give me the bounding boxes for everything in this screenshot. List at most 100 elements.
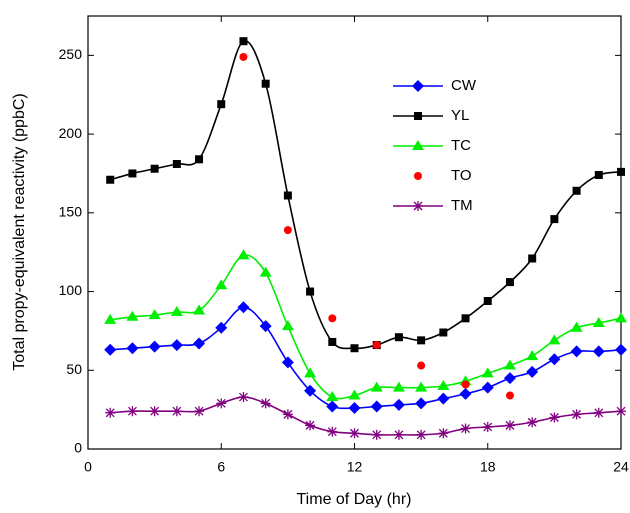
marker bbox=[193, 304, 206, 315]
marker bbox=[394, 333, 403, 342]
x-tick-label: 6 bbox=[217, 459, 225, 475]
marker bbox=[349, 428, 360, 439]
marker-stroke bbox=[327, 427, 337, 437]
plot-frame bbox=[87, 15, 622, 450]
marker bbox=[481, 381, 494, 394]
marker-stroke bbox=[505, 420, 515, 430]
marker bbox=[237, 249, 250, 260]
marker bbox=[416, 429, 427, 440]
marker bbox=[327, 426, 338, 437]
marker bbox=[106, 175, 115, 184]
marker bbox=[371, 429, 382, 440]
marker bbox=[328, 314, 337, 323]
marker bbox=[570, 345, 583, 358]
marker bbox=[594, 171, 603, 180]
marker-stroke bbox=[305, 420, 315, 430]
marker bbox=[412, 140, 424, 150]
marker bbox=[305, 420, 316, 431]
marker-stroke bbox=[350, 428, 359, 438]
marker bbox=[194, 406, 205, 417]
marker-stroke bbox=[594, 408, 604, 418]
marker bbox=[238, 392, 249, 403]
marker bbox=[549, 412, 560, 423]
marker bbox=[503, 372, 516, 385]
legend-text: TC bbox=[451, 137, 471, 154]
marker bbox=[482, 421, 493, 432]
marker-stroke bbox=[394, 430, 404, 440]
marker bbox=[172, 160, 181, 169]
marker bbox=[259, 266, 272, 277]
marker bbox=[237, 301, 250, 314]
marker bbox=[414, 112, 422, 120]
x-axis-title: Time of Day (hr) bbox=[297, 491, 412, 508]
marker bbox=[526, 365, 539, 378]
marker bbox=[483, 296, 492, 305]
legend-text: YL bbox=[451, 107, 469, 124]
marker bbox=[260, 398, 271, 409]
marker bbox=[393, 429, 404, 440]
marker bbox=[304, 384, 317, 397]
marker bbox=[550, 215, 559, 224]
marker bbox=[415, 381, 428, 392]
series-line bbox=[110, 306, 622, 410]
marker bbox=[571, 409, 582, 420]
y-tick-label: 250 bbox=[59, 46, 83, 62]
marker-stroke bbox=[461, 424, 471, 433]
marker bbox=[348, 402, 361, 415]
marker bbox=[437, 380, 450, 391]
y-tick-label: 50 bbox=[66, 361, 82, 377]
marker bbox=[216, 398, 227, 409]
marker bbox=[215, 279, 228, 290]
marker bbox=[592, 317, 605, 328]
marker bbox=[417, 361, 426, 370]
marker bbox=[350, 344, 359, 353]
marker bbox=[150, 164, 159, 173]
marker bbox=[527, 417, 538, 428]
marker bbox=[193, 337, 206, 350]
marker bbox=[616, 406, 626, 417]
y-tick-label: 0 bbox=[74, 440, 82, 456]
marker bbox=[128, 169, 137, 178]
x-tick-label: 24 bbox=[613, 459, 629, 475]
marker-stroke bbox=[127, 406, 137, 416]
marker-stroke bbox=[372, 430, 382, 440]
marker bbox=[148, 309, 161, 320]
marker bbox=[217, 100, 226, 109]
marker bbox=[104, 343, 117, 356]
marker bbox=[548, 334, 561, 345]
marker bbox=[392, 381, 405, 392]
marker bbox=[592, 345, 605, 358]
marker bbox=[570, 321, 583, 332]
marker bbox=[481, 367, 494, 378]
legend-text: TO bbox=[451, 167, 472, 184]
series-line bbox=[110, 396, 622, 436]
marker bbox=[503, 359, 516, 370]
marker bbox=[413, 201, 423, 211]
marker bbox=[326, 391, 339, 402]
marker bbox=[459, 387, 472, 400]
marker-stroke bbox=[483, 422, 493, 432]
marker bbox=[414, 172, 422, 180]
marker-stroke bbox=[150, 406, 160, 416]
marker bbox=[526, 350, 539, 361]
marker bbox=[415, 397, 428, 410]
marker bbox=[215, 321, 228, 334]
marker bbox=[505, 278, 514, 287]
marker bbox=[259, 320, 272, 333]
marker bbox=[615, 312, 627, 323]
marker-stroke bbox=[216, 398, 226, 408]
marker bbox=[126, 342, 139, 355]
marker bbox=[171, 406, 182, 417]
marker-stroke bbox=[261, 398, 271, 408]
series-line bbox=[110, 254, 622, 400]
marker-stroke bbox=[438, 428, 448, 438]
marker bbox=[370, 381, 383, 392]
marker bbox=[239, 37, 248, 46]
marker-stroke bbox=[527, 417, 537, 427]
x-tick-label: 0 bbox=[84, 459, 92, 475]
marker bbox=[328, 337, 337, 346]
marker bbox=[593, 407, 604, 418]
marker bbox=[105, 407, 116, 418]
marker bbox=[283, 191, 292, 200]
marker-stroke bbox=[572, 409, 582, 419]
